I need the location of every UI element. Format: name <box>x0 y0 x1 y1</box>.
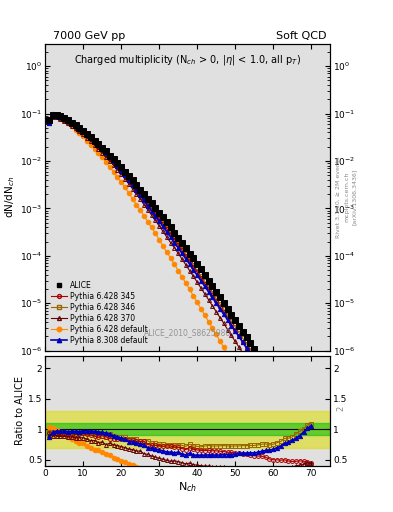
Text: 7000 GeV pp: 7000 GeV pp <box>53 31 125 41</box>
Y-axis label: dN/dN$_{ch}$: dN/dN$_{ch}$ <box>3 176 17 218</box>
Text: Rivet 3.1.10, ≥ 2M events: Rivet 3.1.10, ≥ 2M events <box>336 156 341 238</box>
Legend: ALICE, Pythia 6.428 345, Pythia 6.428 346, Pythia 6.428 370, Pythia 6.428 defaul: ALICE, Pythia 6.428 345, Pythia 6.428 34… <box>49 279 151 347</box>
Text: 2: 2 <box>336 406 345 411</box>
Text: Soft QCD: Soft QCD <box>276 31 326 41</box>
Text: Charged multiplicity (N$_{ch}$ > 0, |$\eta$| < 1.0, all p$_T$): Charged multiplicity (N$_{ch}$ > 0, |$\e… <box>74 53 301 67</box>
Text: [arXiv:1306.3436]: [arXiv:1306.3436] <box>352 169 357 225</box>
Text: mcplots.cern.ch: mcplots.cern.ch <box>344 172 349 222</box>
Y-axis label: Ratio to ALICE: Ratio to ALICE <box>15 376 25 445</box>
X-axis label: N$_{ch}$: N$_{ch}$ <box>178 480 197 494</box>
Text: ALICE_2010_S8625980: ALICE_2010_S8625980 <box>144 328 231 337</box>
